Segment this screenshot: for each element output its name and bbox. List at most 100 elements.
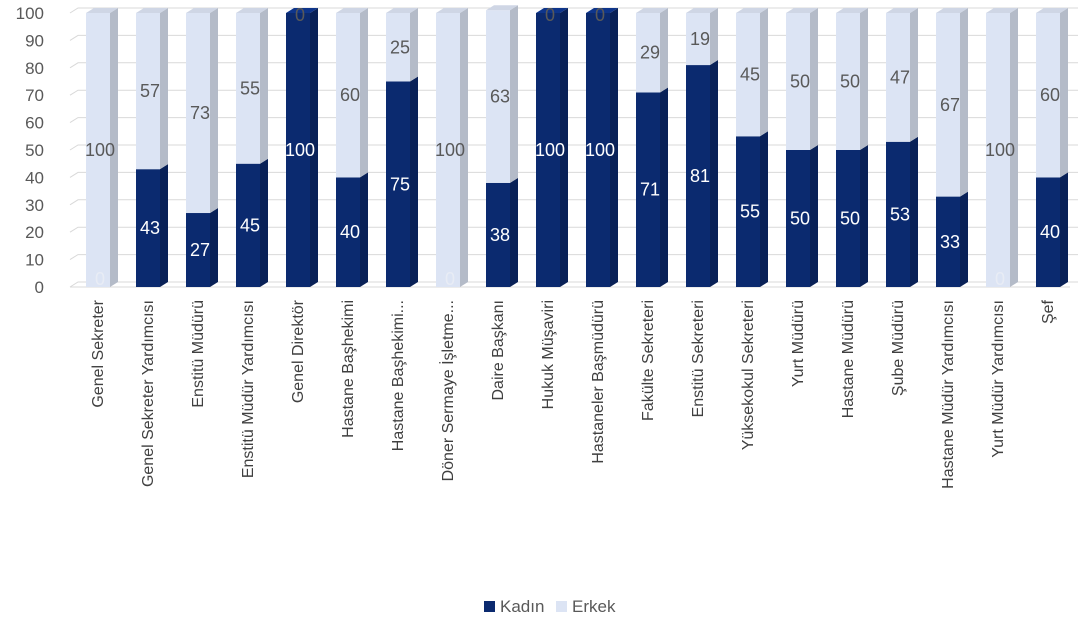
legend-item: Kadın <box>484 597 544 616</box>
data-label: 71 <box>640 180 660 200</box>
bar-segment <box>836 145 868 287</box>
bar-top-face <box>386 8 418 13</box>
bar-segment <box>636 87 668 288</box>
bar-top-face <box>436 8 468 13</box>
bar-segment <box>536 8 568 287</box>
data-label: 0 <box>95 269 105 289</box>
data-label: 27 <box>190 240 210 260</box>
y-tick-label: 40 <box>25 168 44 187</box>
bar-segment <box>236 8 268 164</box>
bars <box>86 5 1068 288</box>
bar-top-face <box>986 8 1018 13</box>
gridline <box>69 281 1078 288</box>
bar-segment <box>186 208 218 287</box>
bar-segment <box>586 8 618 287</box>
x-tick-label: Hastane Müdürü <box>840 300 857 418</box>
y-tick-label: 20 <box>25 223 44 242</box>
bar-top-face <box>1036 8 1068 13</box>
x-tick-label: Daire Başkanı <box>490 300 507 401</box>
gridline <box>69 89 1078 96</box>
bar-top-face <box>686 8 718 13</box>
bar-segment <box>186 8 218 214</box>
data-label: 60 <box>340 85 360 105</box>
data-labels: 0 100 43 57 27 73 45 55 100 0 40 60 75 25 0 100 38 63 100 0… <box>85 5 1060 289</box>
x-tick-label: Yüksekokul Sekreteri <box>740 300 757 450</box>
bar-top-face <box>636 8 668 13</box>
bar-segment <box>1036 8 1068 178</box>
data-label: 55 <box>740 202 760 222</box>
bar-stack <box>136 8 168 287</box>
bar-segment <box>386 76 418 287</box>
data-label: 50 <box>840 209 860 229</box>
bar-segment <box>936 191 968 287</box>
bar-segment <box>686 60 718 288</box>
data-label: 19 <box>690 29 710 49</box>
bar-segment <box>736 131 768 287</box>
x-tick-label: Enstitü Müdür Yardımcısı <box>240 300 257 478</box>
data-label: 25 <box>390 37 410 57</box>
bar-segment <box>386 8 418 82</box>
bar-stack <box>186 8 218 287</box>
x-tick-label: Hastaneler Başmüdürü <box>590 300 607 464</box>
bar-segment <box>836 8 868 150</box>
bar-top-face <box>536 8 568 13</box>
y-axis: 0 10 20 30 40 50 60 70 80 90 100 <box>16 4 44 297</box>
bar-segment <box>1036 172 1068 287</box>
bar-segment <box>336 8 368 178</box>
bar-segment <box>86 8 118 287</box>
bar-segment <box>436 8 468 287</box>
data-label: 100 <box>85 140 115 160</box>
data-label: 53 <box>890 204 910 224</box>
data-label: 63 <box>490 87 510 107</box>
data-label: 29 <box>640 43 660 63</box>
data-label: 75 <box>390 174 410 194</box>
gridline <box>69 226 1078 233</box>
data-label: 33 <box>940 232 960 252</box>
bar-top-face <box>136 8 168 13</box>
x-tick-label: Hastane Müdür Yardımcısı <box>940 300 957 489</box>
y-tick-label: 10 <box>25 251 44 270</box>
data-label: 0 <box>595 5 605 25</box>
y-tick-label: 50 <box>25 141 44 160</box>
data-label: 40 <box>340 222 360 242</box>
bar-top-face <box>886 8 918 13</box>
bar-stack <box>286 8 318 287</box>
gridline <box>69 7 1078 14</box>
x-tick-label: Şube Müdürü <box>890 300 907 396</box>
data-label: 47 <box>890 67 910 87</box>
legend-swatch <box>484 601 495 612</box>
y-tick-label: 70 <box>25 86 44 105</box>
bar-stack <box>986 8 1018 287</box>
data-label: 45 <box>740 65 760 85</box>
bar-stack <box>586 8 618 287</box>
bar-top-face <box>586 8 618 13</box>
bar-segment <box>686 8 718 66</box>
bar-stack <box>336 8 368 287</box>
bar-stack <box>86 8 118 287</box>
gridline <box>69 254 1078 261</box>
data-label: 0 <box>995 269 1005 289</box>
bar-stack <box>236 8 268 287</box>
bar-segment <box>886 8 918 142</box>
legend-swatch <box>556 601 567 612</box>
x-tick-label: Yurt Müdürü <box>790 300 807 387</box>
bar-top-face <box>486 5 518 11</box>
bar-segment <box>236 158 268 287</box>
legend-label: Kadın <box>500 597 544 616</box>
data-label: 100 <box>985 140 1015 160</box>
data-label: 67 <box>940 95 960 115</box>
bar-stack <box>686 8 718 288</box>
legend-item: Erkek <box>556 597 616 616</box>
bar-stack <box>786 8 818 287</box>
data-label: 43 <box>140 218 160 238</box>
bar-segment <box>736 8 768 137</box>
bar-segment <box>986 8 1018 287</box>
x-tick-label: Enstitü Sekreteri <box>690 300 707 417</box>
x-tick-label: Enstitü Müdürü <box>190 300 207 408</box>
data-label: 0 <box>445 269 455 289</box>
bar-segment <box>136 164 168 287</box>
bar-stack <box>436 8 468 287</box>
data-label: 100 <box>535 140 565 160</box>
bar-stack <box>536 8 568 287</box>
data-label: 0 <box>545 5 555 25</box>
